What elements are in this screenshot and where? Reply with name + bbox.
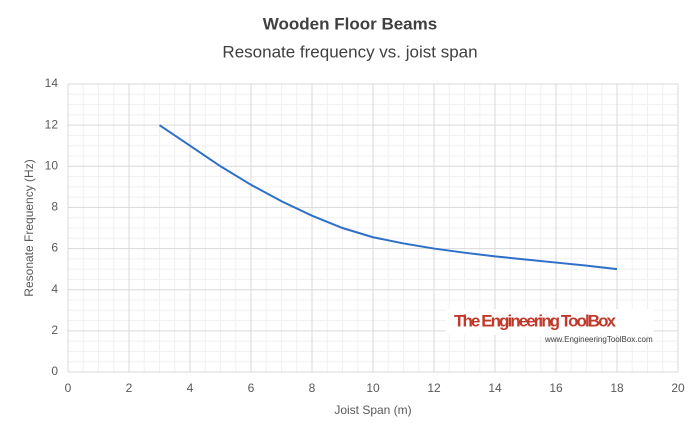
- x-tick-label: 20: [671, 381, 685, 395]
- chart-title: Wooden Floor Beams: [263, 14, 437, 33]
- x-tick-label: 16: [549, 381, 563, 395]
- x-tick-label: 2: [126, 381, 133, 395]
- chart-subtitle: Resonate frequency vs. joist span: [222, 42, 477, 61]
- plot: [158, 124, 618, 271]
- x-tick-label: 6: [248, 381, 255, 395]
- x-tick-label: 8: [309, 381, 316, 395]
- x-tick-label: 14: [488, 381, 502, 395]
- x-axis-label: Joist Span (m): [334, 403, 411, 417]
- y-tick-label: 4: [51, 282, 58, 296]
- y-tick-label: 2: [51, 323, 58, 337]
- line-series: [158, 124, 618, 271]
- y-tick-label: 12: [45, 117, 59, 131]
- watermark-url: www.EngineeringToolBox.com: [544, 335, 653, 344]
- x-tick-label: 0: [65, 381, 72, 395]
- x-tick-label: 12: [427, 381, 441, 395]
- y-tick-label: 0: [51, 364, 58, 378]
- y-tick-label: 10: [45, 158, 59, 172]
- watermark: The Engineering ToolBox www.EngineeringT…: [446, 309, 654, 344]
- x-tick-label: 18: [610, 381, 624, 395]
- y-tick-label: 6: [51, 241, 58, 255]
- x-tick-label: 4: [187, 381, 194, 395]
- watermark-box: [446, 309, 654, 335]
- y-tick-label: 8: [51, 200, 58, 214]
- y-axis-label: Resonate Frequency (Hz): [22, 159, 36, 296]
- y-tick-label: 14: [45, 76, 59, 90]
- watermark-name: The Engineering ToolBox: [454, 311, 617, 330]
- x-tick-label: 10: [366, 381, 380, 395]
